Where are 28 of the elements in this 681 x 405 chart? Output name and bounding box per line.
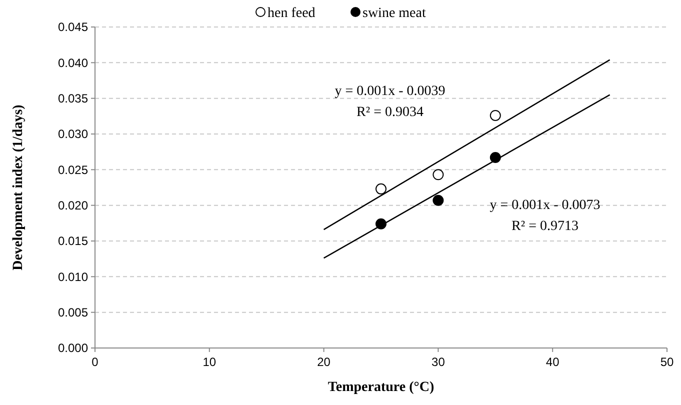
annotation: R² = 0.9034 <box>356 105 424 120</box>
y-tick-label: 0.010 <box>58 270 88 284</box>
y-tick-label: 0.000 <box>58 341 88 356</box>
y-tick-label: 0.045 <box>58 20 88 34</box>
x-tick-label: 40 <box>546 355 560 369</box>
annotation: y = 0.001x - 0.0073 <box>490 198 600 213</box>
legend-label: hen feed <box>268 6 316 21</box>
y-axis-title: Development index (1/days) <box>11 104 26 270</box>
x-tick-label: 20 <box>317 355 331 369</box>
y-tick-label: 0.035 <box>58 92 88 106</box>
y-tick-label: 0.015 <box>58 234 88 248</box>
x-axis-title: Temperature (°C) <box>328 380 434 395</box>
point <box>376 183 386 194</box>
y-tick-label: 0.030 <box>58 127 88 142</box>
annotation: R² = 0.9713 <box>512 219 578 234</box>
y-tick-label: 0.040 <box>58 56 88 70</box>
y-tick-label: 0.020 <box>58 198 88 213</box>
x-tick-label: 10 <box>202 355 216 369</box>
y-tick-label: 0.005 <box>58 306 88 320</box>
legend-label: swine meat <box>362 6 426 21</box>
x-tick-label: 30 <box>432 355 446 369</box>
point <box>490 110 501 121</box>
x-tick-label: 50 <box>660 355 674 369</box>
point <box>432 194 444 206</box>
point <box>432 169 444 180</box>
annotation: y = 0.001x - 0.0039 <box>334 84 446 99</box>
x-tick-label: 0 <box>92 355 99 369</box>
y-tick-label: 0.025 <box>58 162 88 177</box>
